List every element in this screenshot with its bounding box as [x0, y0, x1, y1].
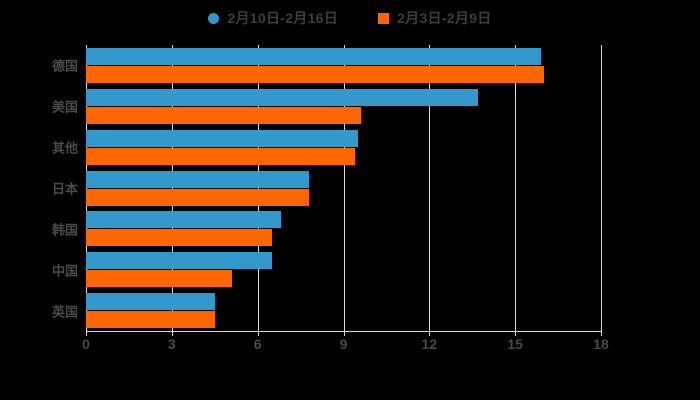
x-axis-tick-label: 6: [253, 336, 262, 352]
y-axis-category-label: 其他: [51, 140, 78, 156]
x-axis-tick: [86, 331, 87, 336]
x-axis-tick-label: 3: [167, 336, 176, 352]
x-axis-tick-label: 15: [507, 336, 523, 352]
x-axis-tick-label: 18: [593, 336, 609, 352]
x-axis-tick: [429, 331, 431, 336]
x-axis-tick: [257, 331, 259, 336]
bar[interactable]: [86, 129, 358, 147]
legend-entry[interactable]: 2月3日-2月9日: [378, 8, 492, 28]
x-gridline: [171, 45, 173, 331]
chart-legend: 2月10日-2月16日 2月3日-2月9日: [0, 8, 700, 28]
legend-circle-icon: [208, 12, 220, 24]
bar[interactable]: [86, 88, 478, 106]
legend-label: 2月3日-2月9日: [397, 10, 492, 26]
x-axis-tick: [171, 331, 173, 336]
bar[interactable]: [86, 65, 544, 83]
y-axis-category-label: 韩国: [51, 222, 78, 238]
legend-square-icon: [378, 12, 390, 24]
x-gridline: [86, 45, 87, 331]
bar[interactable]: [86, 170, 310, 188]
bar[interactable]: [86, 147, 355, 165]
bar[interactable]: [86, 188, 310, 206]
x-gridline: [257, 45, 259, 331]
legend-entry[interactable]: 2月10日-2月16日: [208, 8, 338, 28]
bar[interactable]: [86, 211, 281, 229]
y-axis-category-label: 日本: [51, 181, 78, 197]
bar[interactable]: [86, 252, 272, 270]
bar[interactable]: [86, 293, 215, 311]
x-axis-tick-label: 9: [339, 336, 348, 352]
x-axis-tick: [515, 331, 517, 336]
legend-label: 2月10日-2月16日: [227, 10, 339, 26]
plot-area: [86, 45, 602, 331]
x-axis-tick-label: 12: [421, 336, 438, 352]
bar[interactable]: [86, 47, 541, 65]
y-axis-category-labels: 德国美国其他日本韩国中国英国: [0, 0, 78, 400]
y-axis-category-label: 德国: [51, 58, 78, 74]
y-axis-category-label: 英国: [51, 304, 78, 320]
x-gridline: [343, 45, 345, 331]
bar[interactable]: [86, 229, 272, 247]
bar[interactable]: [86, 270, 232, 288]
x-gridline: [515, 45, 517, 331]
x-axis-tick: [601, 331, 602, 336]
y-axis-category-label: 美国: [51, 99, 78, 115]
bar[interactable]: [86, 311, 215, 329]
x-axis-tick: [343, 331, 345, 336]
x-gridline: [601, 45, 602, 331]
y-axis-category-label: 中国: [51, 263, 78, 279]
x-axis-tick-label: 0: [82, 336, 90, 352]
x-gridline: [429, 45, 431, 331]
bar[interactable]: [86, 106, 361, 124]
